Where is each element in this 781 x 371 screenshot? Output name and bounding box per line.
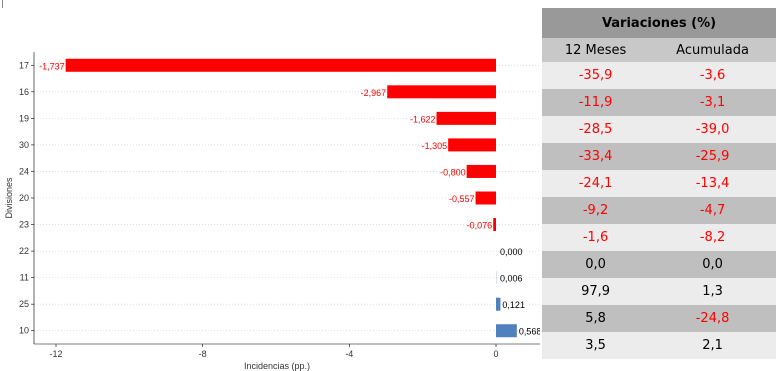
table-row: -33,4 -25,9 <box>542 143 776 170</box>
variaciones-table: Variaciones (%) 12 Meses Acumulada -35,9… <box>542 8 776 359</box>
y-tick-label: 16 <box>19 87 29 97</box>
col-header-acumulada: Acumulada <box>649 38 776 62</box>
bar <box>475 191 496 205</box>
bar-value-label: 0,568 <box>519 327 540 337</box>
cell-acumulada: -4,7 <box>649 197 776 224</box>
cell-12-meses: -11,9 <box>542 89 650 116</box>
table-row: -9,2 -4,7 <box>542 197 776 224</box>
chart-grid <box>34 64 540 332</box>
cell-acumulada: 0,0 <box>649 251 776 278</box>
chart-bars <box>65 58 517 338</box>
cell-12-meses: 3,5 <box>542 332 650 359</box>
bar-value-label: -1,622 <box>410 114 436 124</box>
y-tick-label: 10 <box>19 326 29 336</box>
x-tick-label: -8 <box>199 349 207 359</box>
cell-acumulada: -25,9 <box>649 143 776 170</box>
bar-value-label: -0,557 <box>449 194 475 204</box>
bar <box>436 111 496 125</box>
bar <box>466 164 496 178</box>
x-axis-label: Incidencias (pp.) <box>244 361 310 371</box>
chart-value-labels: -1,737 -2,967 -1,622 -1,305 -0,800 -0,557 -0,0… <box>39 61 540 336</box>
cell-acumulada: -24,8 <box>649 305 776 332</box>
cell-acumulada: -8,2 <box>649 224 776 251</box>
y-axis-label: Divisiones <box>4 177 14 219</box>
cell-acumulada: 2,1 <box>649 332 776 359</box>
y-tick-label: 22 <box>19 246 29 256</box>
bar <box>496 297 501 311</box>
x-tick-label: -4 <box>345 349 353 359</box>
cell-12-meses: 97,9 <box>542 278 650 305</box>
bar <box>387 85 496 99</box>
table-title: Variaciones (%) <box>542 8 776 38</box>
table-row: 5,8 -24,8 <box>542 305 776 332</box>
y-tick-label: 20 <box>19 193 29 203</box>
table-header-row: 12 Meses Acumulada <box>542 38 776 62</box>
y-axis: 17 16 19 30 24 20 23 22 11 25 10 <box>19 52 35 344</box>
y-tick-label: 23 <box>19 220 29 230</box>
bar-value-label: 0,006 <box>500 274 523 284</box>
y-tick-label: 17 <box>19 60 29 70</box>
y-tick-label: 24 <box>19 166 29 176</box>
cell-12-meses: -28,5 <box>542 116 650 143</box>
table-row: -35,9 -3,6 <box>542 62 776 89</box>
cell-acumulada: 1,3 <box>649 278 776 305</box>
table-row: -24,1 -13,4 <box>542 170 776 197</box>
bar-value-label: -1,305 <box>422 141 448 151</box>
bar-value-label: -1,737 <box>39 61 65 71</box>
table-row: 0,0 0,0 <box>542 251 776 278</box>
table-row: 3,5 2,1 <box>542 332 776 359</box>
table-title-row: Variaciones (%) <box>542 8 776 38</box>
bar-value-label: -0,076 <box>467 221 493 231</box>
table-row: -11,9 -3,1 <box>542 89 776 116</box>
table-row: 97,9 1,3 <box>542 278 776 305</box>
cell-12-meses: -24,1 <box>542 170 650 197</box>
col-header-12-meses: 12 Meses <box>542 38 650 62</box>
corner-mark <box>2 0 3 8</box>
table-row: -28,5 -39,0 <box>542 116 776 143</box>
cell-acumulada: -3,6 <box>649 62 776 89</box>
table-row: -1,6 -8,2 <box>542 224 776 251</box>
cell-12-meses: -1,6 <box>542 224 650 251</box>
cell-12-meses: 0,0 <box>542 251 650 278</box>
cell-12-meses: -9,2 <box>542 197 650 224</box>
y-tick-label: 11 <box>20 273 29 283</box>
bar <box>448 138 496 152</box>
bar-chart: -1,737 -2,967 -1,622 -1,305 -0,800 -0,557 -0,0… <box>4 52 540 371</box>
bar <box>496 324 517 338</box>
y-tick-label: 30 <box>19 140 29 150</box>
y-tick-label: 25 <box>19 299 29 309</box>
cell-acumulada: -39,0 <box>649 116 776 143</box>
bar-value-label: 0,121 <box>502 300 525 310</box>
bar-value-label: -2,967 <box>361 88 387 98</box>
x-tick-label: 0 <box>493 349 498 359</box>
cell-acumulada: -3,1 <box>649 89 776 116</box>
x-tick-label: -12 <box>49 349 62 359</box>
bar <box>65 58 496 72</box>
y-tick-label: 19 <box>19 113 29 123</box>
x-axis: -12 -8 -4 0 <box>34 343 540 359</box>
bar-value-label: 0,000 <box>500 247 523 257</box>
cell-12-meses: 5,8 <box>542 305 650 332</box>
table-body: -35,9 -3,6 -11,9 -3,1 -28,5 -39,0 -33,4 -25,9 -2… <box>542 62 776 359</box>
bar <box>493 218 496 232</box>
cell-12-meses: -33,4 <box>542 143 650 170</box>
cell-12-meses: -35,9 <box>542 62 650 89</box>
bar-value-label: -0,800 <box>440 167 466 177</box>
cell-acumulada: -13,4 <box>649 170 776 197</box>
